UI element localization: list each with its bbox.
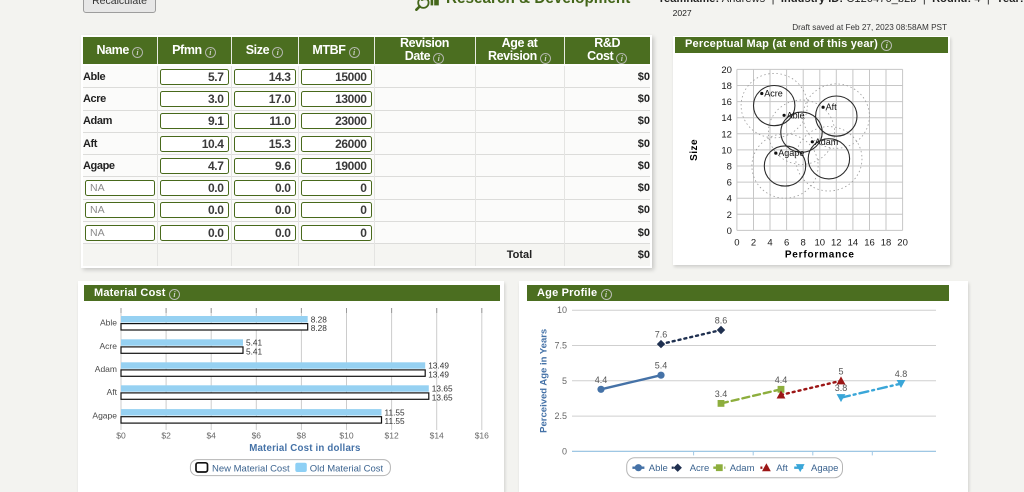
svg-text:18: 18	[881, 237, 892, 248]
svg-text:8: 8	[727, 162, 732, 173]
svg-text:6: 6	[784, 237, 789, 248]
svg-text:3.4: 3.4	[715, 389, 728, 399]
svg-text:Performance: Performance	[785, 249, 855, 260]
svg-text:$6: $6	[252, 431, 262, 441]
svg-text:7.6: 7.6	[655, 330, 668, 340]
svg-text:18: 18	[721, 81, 732, 92]
svg-text:13.49: 13.49	[428, 369, 449, 379]
svg-text:10: 10	[815, 237, 826, 248]
svg-text:14: 14	[848, 237, 859, 248]
svg-text:$14: $14	[430, 431, 444, 441]
svg-text:16: 16	[721, 97, 732, 108]
svg-text:Aft: Aft	[107, 387, 118, 397]
svg-text:20: 20	[721, 65, 732, 76]
svg-text:3.8: 3.8	[835, 383, 848, 393]
svg-text:8.28: 8.28	[311, 314, 328, 324]
svg-text:4.8: 4.8	[895, 369, 908, 379]
svg-text:5.41: 5.41	[246, 338, 263, 348]
svg-text:10: 10	[721, 145, 732, 156]
svg-text:7.5: 7.5	[554, 341, 567, 351]
svg-text:5.4: 5.4	[655, 361, 668, 371]
svg-text:16: 16	[864, 237, 875, 248]
svg-text:Agape: Agape	[811, 463, 838, 474]
svg-text:Agape: Agape	[92, 411, 117, 421]
svg-text:$8: $8	[297, 431, 307, 441]
svg-text:11.55: 11.55	[385, 416, 406, 426]
svg-text:2.5: 2.5	[554, 411, 567, 421]
svg-text:0: 0	[727, 226, 732, 237]
svg-text:$10: $10	[339, 431, 353, 441]
svg-text:13.65: 13.65	[432, 384, 453, 394]
svg-text:Able: Able	[649, 463, 668, 474]
svg-text:$16: $16	[475, 431, 489, 441]
svg-text:Material Cost in dollars: Material Cost in dollars	[249, 443, 360, 454]
svg-text:8: 8	[801, 237, 806, 248]
svg-text:Acre: Acre	[100, 341, 118, 351]
svg-text:5: 5	[562, 376, 567, 386]
svg-text:0: 0	[562, 446, 567, 456]
svg-text:2: 2	[751, 237, 756, 248]
svg-text:Adam: Adam	[730, 463, 755, 474]
svg-text:0: 0	[734, 237, 739, 248]
svg-text:2: 2	[727, 210, 732, 221]
svg-text:10: 10	[557, 305, 567, 315]
svg-text:13.49: 13.49	[428, 361, 449, 371]
svg-text:4: 4	[727, 194, 732, 205]
svg-text:Acre: Acre	[764, 89, 783, 99]
svg-text:14: 14	[721, 113, 732, 124]
svg-text:New Material Cost: New Material Cost	[212, 463, 290, 474]
svg-text:Aft: Aft	[826, 102, 838, 112]
svg-text:Acre: Acre	[690, 463, 710, 474]
svg-text:12: 12	[831, 237, 842, 248]
svg-text:5: 5	[838, 366, 843, 376]
svg-text:13.65: 13.65	[432, 392, 453, 402]
svg-text:4: 4	[767, 237, 772, 248]
svg-text:11.55: 11.55	[385, 408, 406, 418]
svg-text:Adam: Adam	[95, 364, 117, 374]
svg-text:$0: $0	[116, 431, 126, 441]
svg-text:6: 6	[727, 178, 732, 189]
svg-text:4.4: 4.4	[595, 375, 608, 385]
svg-text:$2: $2	[161, 431, 171, 441]
svg-text:8.28: 8.28	[311, 323, 328, 333]
svg-text:$4: $4	[206, 431, 216, 441]
svg-text:8.6: 8.6	[715, 316, 728, 326]
svg-text:5.41: 5.41	[246, 346, 263, 356]
svg-text:20: 20	[897, 237, 908, 248]
svg-text:Aft: Aft	[776, 463, 788, 474]
svg-text:Able: Able	[787, 110, 805, 120]
svg-text:4.4: 4.4	[775, 375, 788, 385]
svg-text:Old Material Cost: Old Material Cost	[310, 463, 384, 474]
svg-text:12: 12	[721, 129, 732, 140]
svg-text:Perceived Age in Years: Perceived Age in Years	[539, 329, 550, 433]
svg-text:Size: Size	[689, 139, 700, 161]
svg-text:$12: $12	[385, 431, 399, 441]
svg-text:Adam: Adam	[815, 137, 839, 147]
svg-text:Able: Able	[100, 318, 117, 328]
svg-text:Agape: Agape	[778, 148, 804, 158]
